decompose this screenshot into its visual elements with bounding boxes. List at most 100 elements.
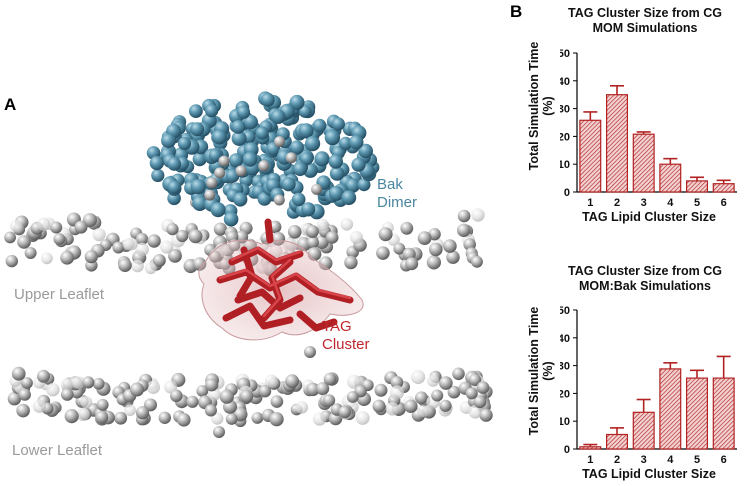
bak-residue-sphere bbox=[351, 157, 366, 172]
lipid-sphere bbox=[4, 231, 16, 244]
tag-label-line1: TAG bbox=[322, 318, 352, 335]
bak-residue-sphere bbox=[242, 151, 258, 167]
lipid-sphere bbox=[405, 257, 419, 271]
bar bbox=[685, 180, 708, 193]
y-tick-label: 40 bbox=[560, 76, 570, 88]
bar bbox=[712, 377, 735, 450]
bak-residue-sphere bbox=[243, 114, 258, 130]
lipid-sphere bbox=[306, 382, 320, 397]
lipid-sphere bbox=[473, 395, 487, 409]
lipid-sphere bbox=[269, 412, 284, 427]
bak-residue-sphere bbox=[312, 118, 327, 133]
lipid-sphere bbox=[74, 220, 88, 234]
lipid-sphere bbox=[177, 413, 191, 427]
lipid-sphere bbox=[447, 385, 461, 399]
chart1-title-line2: MOM Simulations bbox=[592, 21, 698, 35]
bak-residue-sphere bbox=[211, 129, 227, 145]
tag-label-line2: Cluster bbox=[322, 336, 370, 353]
bak-residue-sphere bbox=[190, 122, 205, 137]
lipid-sphere bbox=[427, 374, 440, 387]
bak-residue-sphere bbox=[291, 192, 306, 207]
y-tick-label: 20 bbox=[560, 131, 570, 143]
lipid-sphere bbox=[92, 228, 106, 242]
lipid-sphere bbox=[114, 411, 128, 425]
lipid-sphere bbox=[21, 377, 33, 389]
bak-residue-sphere bbox=[339, 136, 353, 150]
lipid-sphere bbox=[322, 394, 336, 407]
bak-residue-sphere bbox=[298, 123, 314, 139]
lipid-sphere bbox=[82, 376, 95, 389]
lipid-sphere bbox=[24, 247, 37, 259]
lipid-sphere bbox=[338, 405, 351, 419]
bar bbox=[579, 446, 602, 450]
lipid-sphere bbox=[468, 373, 482, 386]
lipid-sphere bbox=[80, 396, 93, 408]
bak-residue-sphere bbox=[349, 135, 364, 150]
bar bbox=[605, 433, 628, 450]
bar bbox=[632, 411, 655, 450]
lipid-sphere bbox=[304, 346, 316, 358]
bak-residue-sphere bbox=[328, 185, 344, 201]
lipid-sphere bbox=[378, 227, 393, 242]
lipid-sphere bbox=[305, 225, 319, 238]
lipid-sphere bbox=[17, 235, 31, 249]
lower-leaflet-spheres bbox=[7, 366, 493, 428]
lipid-sphere bbox=[258, 160, 270, 172]
bak-residue-sphere bbox=[358, 143, 374, 159]
bak-dimer-spheres bbox=[146, 91, 380, 227]
lipid-sphere bbox=[273, 194, 285, 206]
lipid-sphere bbox=[213, 222, 227, 236]
bak-residue-sphere bbox=[345, 178, 360, 193]
bak-residue-sphere bbox=[231, 120, 246, 134]
lipid-sphere bbox=[131, 259, 144, 273]
lipid-sphere bbox=[205, 378, 219, 392]
bak-residue-sphere bbox=[223, 211, 239, 227]
bak-residue-sphere bbox=[270, 109, 286, 124]
lipid-sphere bbox=[96, 398, 109, 411]
bar bbox=[579, 119, 602, 193]
lipid-sphere bbox=[417, 405, 429, 417]
y-tick-label: 30 bbox=[560, 361, 570, 373]
lipid-sphere bbox=[287, 225, 302, 239]
chart1-title: TAG Cluster Size from CG MOM Simulations bbox=[535, 6, 744, 36]
lipid-sphere bbox=[84, 250, 98, 264]
bak-residue-sphere bbox=[293, 162, 308, 177]
y-tick-label: 0 bbox=[564, 444, 570, 456]
lipid-sphere bbox=[344, 255, 358, 270]
lipid-sphere bbox=[186, 395, 199, 408]
bar bbox=[659, 368, 682, 450]
y-tick-label: 40 bbox=[560, 333, 570, 345]
lipid-sphere bbox=[95, 410, 109, 424]
lipid-sphere bbox=[340, 218, 354, 231]
lipid-sphere bbox=[350, 231, 363, 244]
lipid-sphere bbox=[439, 399, 452, 412]
lipid-sphere bbox=[385, 402, 400, 416]
lipid-sphere bbox=[346, 391, 359, 403]
lipid-sphere bbox=[476, 381, 490, 394]
lipid-sphere bbox=[146, 380, 160, 394]
lipid-sphere bbox=[439, 376, 453, 390]
bak-label-line2: Dimer bbox=[377, 194, 417, 211]
lipid-sphere bbox=[240, 389, 254, 403]
lipid-sphere bbox=[219, 389, 234, 404]
x-tick-label: 4 bbox=[667, 454, 674, 466]
chart1-ylabel-line1: Total Simulation Time bbox=[527, 41, 541, 171]
bar bbox=[685, 377, 708, 450]
lipid-sphere bbox=[122, 238, 135, 251]
bak-residue-sphere bbox=[151, 168, 165, 182]
chart1-title-line1: TAG Cluster Size from CG bbox=[568, 6, 722, 20]
bak-residue-sphere bbox=[341, 190, 357, 206]
lipid-sphere bbox=[429, 242, 443, 257]
lipid-sphere bbox=[311, 183, 323, 195]
lipid-sphere bbox=[18, 388, 31, 401]
bak-residue-sphere bbox=[205, 104, 219, 118]
lipid-sphere bbox=[166, 223, 179, 236]
lipid-sphere bbox=[72, 376, 85, 389]
panel-b-letter: B bbox=[510, 2, 523, 21]
chart2-ylabel-line2: (%) bbox=[541, 361, 555, 381]
lipid-sphere bbox=[374, 383, 388, 397]
bak-residue-sphere bbox=[177, 136, 192, 151]
lipid-sphere bbox=[135, 232, 149, 246]
x-tick-label: 3 bbox=[641, 197, 647, 209]
lipid-sphere bbox=[37, 217, 51, 231]
